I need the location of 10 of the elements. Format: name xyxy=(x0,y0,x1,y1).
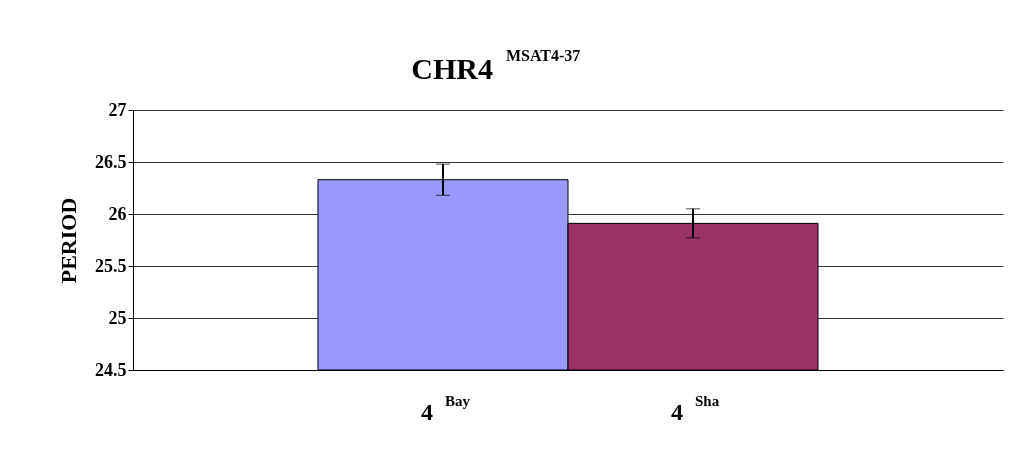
chart-title: CHR4 MSAT4-37 xyxy=(411,47,581,85)
category-label: 4 Sha xyxy=(671,393,720,425)
y-tick-label: 27 xyxy=(108,99,127,120)
category-label: 4 Bay xyxy=(421,393,471,425)
y-axis-title: PERIOD xyxy=(56,197,81,284)
y-tick-label: 24.5 xyxy=(95,359,127,380)
y-tick-label: 26 xyxy=(108,203,127,224)
y-tick-label: 25 xyxy=(108,307,127,328)
y-tick-label: 26.5 xyxy=(95,151,127,172)
y-tick-label: 25.5 xyxy=(95,255,127,276)
